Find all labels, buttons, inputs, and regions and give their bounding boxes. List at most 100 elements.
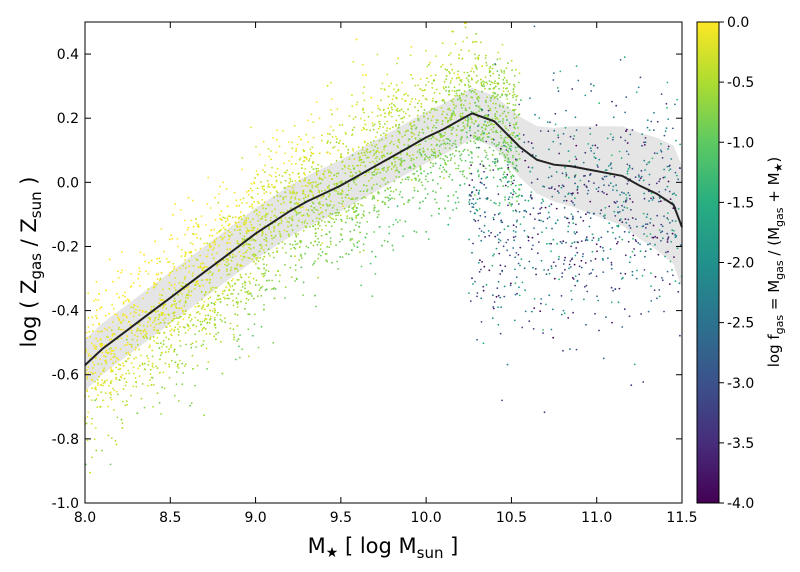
scatter-point [651, 157, 654, 160]
scatter-point [470, 118, 473, 121]
scatter-point [476, 295, 478, 298]
scatter-point [511, 182, 514, 185]
scatter-point [518, 211, 521, 213]
scatter-point [480, 160, 483, 163]
scatter-point [605, 175, 608, 178]
scatter-point [209, 278, 212, 281]
scatter-point [321, 134, 323, 137]
scatter-point [322, 215, 325, 218]
scatter-point [338, 124, 341, 127]
scatter-point [130, 332, 133, 334]
scatter-point [439, 157, 442, 160]
scatter-point [190, 346, 193, 349]
scatter-point [375, 173, 378, 176]
scatter-point [395, 109, 398, 112]
scatter-point [184, 310, 187, 313]
scatter-point [430, 143, 433, 146]
scatter-point [460, 49, 463, 51]
scatter-point [460, 136, 463, 139]
scatter-point [220, 340, 222, 343]
scatter-point [312, 244, 315, 247]
scatter-point [414, 106, 416, 108]
scatter-point [294, 247, 297, 250]
scatter-point [626, 183, 629, 185]
scatter-point [434, 74, 437, 76]
scatter-point [477, 129, 480, 132]
scatter-point [457, 125, 459, 127]
scatter-point [191, 274, 194, 277]
scatter-point [584, 239, 587, 242]
scatter-point [318, 191, 320, 194]
scatter-point [224, 321, 227, 324]
scatter-point [190, 402, 193, 404]
scatter-point [596, 146, 599, 149]
scatter-point [539, 310, 542, 313]
scatter-point [478, 271, 481, 273]
scatter-point [209, 271, 211, 273]
scatter-point [515, 276, 518, 279]
scatter-point [189, 320, 192, 322]
scatter-point [291, 171, 294, 174]
scatter-point [200, 323, 203, 326]
scatter-point [274, 171, 277, 174]
scatter-point [471, 89, 474, 92]
scatter-point [391, 108, 393, 111]
scatter-point [258, 284, 260, 286]
scatter-point [460, 100, 462, 102]
scatter-point [177, 363, 179, 366]
scatter-point [420, 181, 423, 184]
scatter-point [303, 150, 306, 153]
scatter-point [456, 94, 458, 97]
scatter-point [538, 117, 541, 119]
scatter-point [147, 357, 149, 360]
scatter-point [156, 332, 159, 334]
scatter-point [418, 99, 421, 102]
scatter-point [655, 182, 658, 185]
scatter-point [314, 228, 317, 231]
scatter-point [291, 219, 294, 222]
scatter-point [119, 367, 122, 370]
scatter-point [562, 349, 564, 352]
scatter-point [236, 226, 239, 228]
scatter-point [184, 267, 187, 269]
scatter-point [175, 303, 178, 305]
scatter-point [129, 286, 132, 288]
scatter-point [217, 294, 219, 297]
scatter-point [185, 296, 187, 299]
scatter-point [96, 317, 98, 319]
scatter-point [503, 176, 506, 178]
scatter-point [317, 183, 320, 186]
scatter-point [417, 118, 420, 121]
scatter-point [512, 166, 515, 169]
scatter-point [446, 69, 449, 71]
scatter-point [365, 144, 368, 146]
scatter-point [118, 379, 121, 381]
scatter-point [153, 319, 156, 322]
scatter-point [498, 202, 501, 205]
scatter-point [387, 197, 390, 199]
scatter-point [266, 279, 268, 282]
scatter-point [335, 175, 338, 178]
scatter-point [384, 123, 386, 125]
scatter-point [564, 166, 566, 169]
scatter-point [461, 170, 464, 173]
scatter-point [503, 171, 506, 174]
scatter-point [218, 244, 220, 247]
scatter-point [285, 251, 287, 254]
scatter-point [503, 138, 505, 140]
scatter-point [626, 170, 629, 173]
scatter-point [473, 122, 475, 125]
scatter-point [201, 269, 204, 272]
scatter-point [256, 187, 259, 190]
scatter-point [175, 307, 178, 309]
scatter-point [495, 145, 498, 148]
scatter-point [192, 265, 195, 267]
scatter-point [562, 309, 565, 312]
scatter-point [510, 282, 512, 285]
scatter-point [146, 355, 148, 357]
scatter-point [529, 170, 532, 173]
scatter-point [247, 256, 250, 259]
scatter-point [210, 302, 213, 304]
scatter-point [149, 373, 152, 375]
scatter-point [477, 80, 479, 82]
